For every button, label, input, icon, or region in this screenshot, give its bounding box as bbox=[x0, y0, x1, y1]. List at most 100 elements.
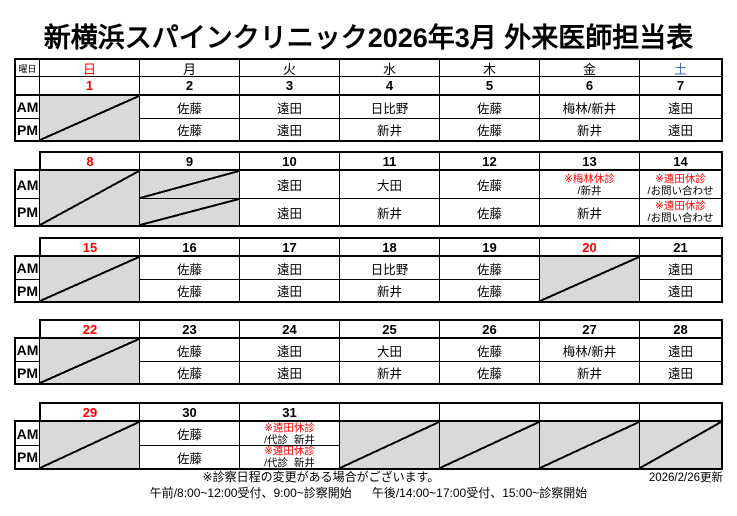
doctor-cell: 遠田 bbox=[239, 169, 339, 198]
date-cell: 5 bbox=[439, 76, 539, 94]
date-cell: 20 bbox=[539, 237, 639, 255]
week-block-2: 8 9 10 11 12 13 14 AM PM 遠田 大田 佐藤 ※梅林休診/新井 ※遠田休診/お問い合… bbox=[14, 151, 723, 227]
doctor-cell: 大田 bbox=[339, 337, 439, 361]
doctor-cell: 遠田 bbox=[239, 361, 339, 385]
closed-cell bbox=[639, 420, 723, 470]
date-cell: 1 bbox=[39, 76, 139, 94]
date-cell: 25 bbox=[339, 319, 439, 337]
closed-cell bbox=[39, 337, 139, 385]
closed-cell bbox=[39, 255, 139, 303]
pm-row-label: PM bbox=[14, 361, 39, 385]
doctor-cell: 梅林/新井 bbox=[539, 94, 639, 118]
closure-notice-text: ※梅林休診 bbox=[564, 172, 615, 185]
date-cell: 14 bbox=[639, 151, 723, 169]
weekday-header-sat: 土 bbox=[639, 58, 723, 76]
substitute-text: /代診 新井 bbox=[264, 457, 315, 469]
weekday-header-fri: 金 bbox=[539, 58, 639, 76]
date-cell: 23 bbox=[139, 319, 239, 337]
closure-notice-text: ※遠田休診 bbox=[655, 200, 706, 212]
closure-notice-text: ※遠田休診 bbox=[264, 445, 315, 457]
doctor-cell: 新井 bbox=[339, 198, 439, 227]
closed-cell bbox=[439, 420, 539, 470]
office-hours-note: 午前/8:00~12:00受付、9:00~診察開始 午後/14:00~17:00… bbox=[149, 486, 588, 500]
doctor-cell: 佐藤 bbox=[439, 198, 539, 227]
doctor-cell: 遠田 bbox=[239, 94, 339, 118]
weekday-header-wed: 水 bbox=[339, 58, 439, 76]
doctor-cell: 新井 bbox=[539, 361, 639, 385]
am-row-label: AM bbox=[14, 169, 39, 198]
doctor-cell: 佐藤 bbox=[439, 337, 539, 361]
doctor-cell: 佐藤 bbox=[139, 94, 239, 118]
doctor-cell: 佐藤 bbox=[139, 361, 239, 385]
weekday-header-sun: 日 bbox=[39, 58, 139, 76]
doctor-cell: 新井 bbox=[539, 198, 639, 227]
date-cell: 16 bbox=[139, 237, 239, 255]
date-cell bbox=[539, 402, 639, 420]
doctor-cell: 佐藤 bbox=[439, 169, 539, 198]
date-cell: 3 bbox=[239, 76, 339, 94]
week-block-5: 29 30 31 AM PM 佐藤 ※遠田休診/代診 新井 佐藤 ※遠田休診/代診 新井 bbox=[14, 402, 723, 470]
closed-cell bbox=[39, 169, 139, 227]
weekday-corner-label: 曜日 bbox=[14, 58, 39, 76]
weekday-header-mon: 月 bbox=[139, 58, 239, 76]
notice-cell: ※遠田休診/お問い合わせ bbox=[639, 198, 723, 227]
closed-cell bbox=[539, 255, 639, 303]
date-cell: 9 bbox=[139, 151, 239, 169]
doctor-cell: 佐藤 bbox=[439, 361, 539, 385]
doctor-cell: 佐藤 bbox=[139, 255, 239, 279]
doctor-cell: 佐藤 bbox=[139, 445, 239, 470]
pm-row-label: PM bbox=[14, 198, 39, 227]
notice-cell: ※遠田休診/代診 新井 bbox=[239, 445, 339, 470]
doctor-cell: 遠田 bbox=[639, 255, 723, 279]
date-row-spacer-cell bbox=[14, 76, 39, 94]
notice-cell: ※遠田休診/代診 新井 bbox=[239, 420, 339, 445]
page-title: 新横浜スパインクリニック2026年3月 外来医師担当表 bbox=[43, 23, 694, 53]
closed-cell bbox=[139, 198, 239, 227]
notice-cell: ※梅林休診/新井 bbox=[539, 169, 639, 198]
weekday-header-tue: 火 bbox=[239, 58, 339, 76]
am-row-label: AM bbox=[14, 94, 39, 118]
substitute-text: /お問い合わせ bbox=[647, 184, 714, 197]
date-cell: 29 bbox=[39, 402, 139, 420]
date-cell: 24 bbox=[239, 319, 339, 337]
date-cell: 11 bbox=[339, 151, 439, 169]
last-updated-date: 2026/2/26更新 bbox=[648, 472, 723, 484]
date-cell: 21 bbox=[639, 237, 723, 255]
pm-row-label: PM bbox=[14, 445, 39, 470]
date-cell: 4 bbox=[339, 76, 439, 94]
am-row-label: AM bbox=[14, 337, 39, 361]
substitute-text: /新井 bbox=[577, 184, 602, 197]
doctor-cell: 遠田 bbox=[239, 255, 339, 279]
doctor-cell: 遠田 bbox=[639, 361, 723, 385]
week-block-3: 15 16 17 18 19 20 21 AM PM 佐藤 遠田 日比野 佐藤 遠田 佐藤 遠田 新井 佐藤 遠田 bbox=[14, 237, 723, 303]
closed-cell bbox=[39, 94, 139, 142]
date-cell: 2 bbox=[139, 76, 239, 94]
date-cell bbox=[639, 402, 723, 420]
doctor-cell: 新井 bbox=[339, 118, 439, 142]
doctor-cell: 遠田 bbox=[239, 337, 339, 361]
closure-notice-text: ※遠田休診 bbox=[655, 172, 706, 185]
doctor-cell: 佐藤 bbox=[439, 94, 539, 118]
date-cell: 10 bbox=[239, 151, 339, 169]
doctor-cell: 佐藤 bbox=[439, 279, 539, 303]
date-cell: 26 bbox=[439, 319, 539, 337]
doctor-cell: 梅林/新井 bbox=[539, 337, 639, 361]
doctor-cell: 日比野 bbox=[339, 255, 439, 279]
date-cell: 19 bbox=[439, 237, 539, 255]
date-cell: 7 bbox=[639, 76, 723, 94]
closure-notice-text: ※遠田休診 bbox=[264, 421, 315, 434]
doctor-cell: 遠田 bbox=[639, 337, 723, 361]
doctor-cell: 佐藤 bbox=[139, 118, 239, 142]
pm-row-label: PM bbox=[14, 279, 39, 303]
doctor-cell: 遠田 bbox=[239, 198, 339, 227]
doctor-cell: 佐藤 bbox=[139, 279, 239, 303]
date-cell: 30 bbox=[139, 402, 239, 420]
doctor-cell: 新井 bbox=[339, 279, 439, 303]
doctor-cell: 遠田 bbox=[639, 279, 723, 303]
date-cell: 15 bbox=[39, 237, 139, 255]
date-cell: 22 bbox=[39, 319, 139, 337]
weekday-header-thu: 木 bbox=[439, 58, 539, 76]
date-cell: 18 bbox=[339, 237, 439, 255]
date-cell bbox=[339, 402, 439, 420]
